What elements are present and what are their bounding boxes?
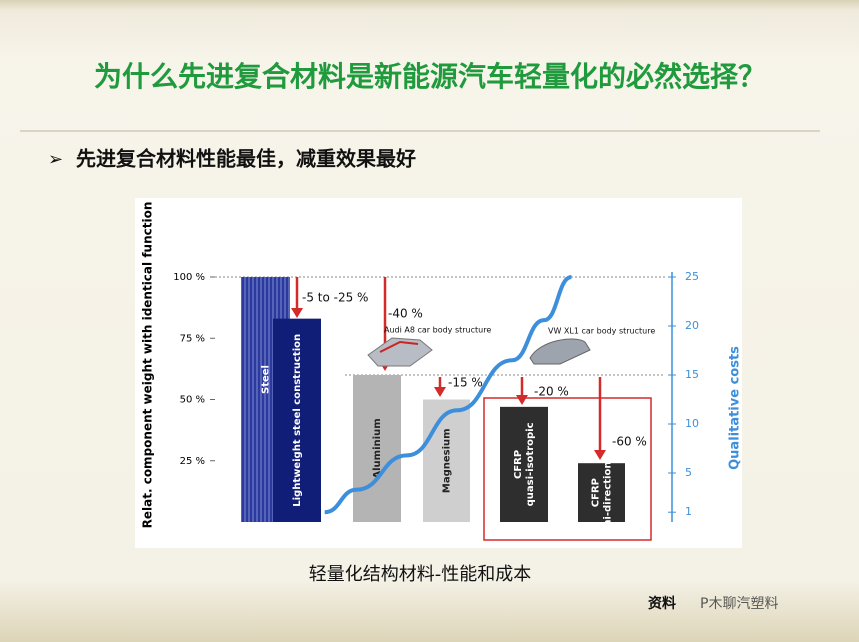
source-label: 资料 <box>648 595 676 612</box>
bar <box>500 406 548 522</box>
y2-axis-label: Qualitative costs <box>728 346 743 470</box>
y2-tick-label: 15 <box>685 368 699 381</box>
y2-tick-label: 1 <box>685 505 692 518</box>
arrow-head <box>594 450 606 460</box>
y2-tick-label: 5 <box>685 466 692 479</box>
bar <box>578 463 625 522</box>
annotation: -15 % <box>448 376 483 390</box>
y-tick-label: 100 % <box>173 272 205 283</box>
chart: Relat. component weight with identical f… <box>141 202 743 534</box>
y2-tick-label: 20 <box>685 319 699 332</box>
bar-label: CFRP <box>591 478 602 507</box>
annotation: VW XL1 car body structure <box>548 327 655 336</box>
arrow-head <box>434 387 446 397</box>
y-tick-label: 50 % <box>180 395 205 406</box>
annotation: -5 to -25 % <box>302 291 368 305</box>
bar-label: quasi-isotropic <box>525 422 536 506</box>
car-vw <box>529 338 591 365</box>
annotation: -20 % <box>534 385 569 399</box>
bar-label: Aluminium <box>372 418 383 478</box>
arrow-head <box>291 308 303 318</box>
bar-label: Lightweight steel construction <box>292 334 303 507</box>
bar <box>273 318 321 522</box>
bar-label: Magnesium <box>442 428 453 493</box>
chart-caption: 轻量化结构材料-性能和成本 <box>309 564 532 585</box>
arrow-head <box>516 395 528 405</box>
y-tick-label: 25 % <box>180 456 205 467</box>
highlight-box <box>483 397 652 541</box>
y-axis-label: Relat. component weight with identical f… <box>141 202 155 529</box>
bar <box>353 375 401 522</box>
y2-tick-label: 25 <box>685 270 699 283</box>
cost-curve <box>324 275 573 515</box>
annotation: Audi A8 car body structure <box>384 326 491 335</box>
slide-title: 为什么先进复合材料是新能源汽车轻量化的必然选择？ <box>94 60 766 93</box>
bar-label: Steel <box>261 365 272 394</box>
y2-tick-label: 10 <box>685 417 699 430</box>
bar-label: CFRP <box>513 450 524 479</box>
annotation: -40 % <box>388 307 423 321</box>
car-audi <box>367 337 433 367</box>
y-tick-label: 75 % <box>180 333 205 344</box>
annotation: -60 % <box>612 435 647 449</box>
bar-label: uni-directional <box>603 451 614 533</box>
bar <box>423 399 470 522</box>
bullet-text: 先进复合材料性能最佳，减重效果最好 <box>76 147 416 171</box>
watermark: P木聊汽塑料 <box>700 596 778 612</box>
bullet-icon: ➢ <box>48 149 63 170</box>
